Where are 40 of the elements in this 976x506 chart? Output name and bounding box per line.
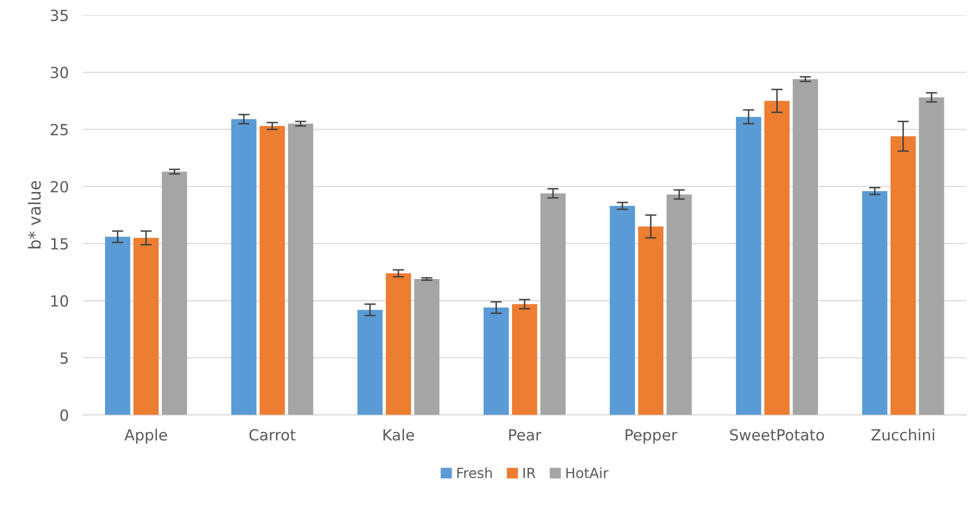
y-tick-label: 35 (50, 10, 68, 22)
y-tick-label: 0 (60, 409, 68, 421)
bar (890, 136, 916, 415)
y-tick-label: 5 (60, 352, 68, 364)
bar (792, 79, 818, 415)
bar (540, 193, 566, 415)
bar (764, 100, 790, 415)
bar (862, 191, 888, 415)
bar (512, 304, 538, 415)
bar (638, 226, 664, 415)
x-tick-label: Pear (509, 429, 542, 441)
bar (105, 236, 130, 415)
bar (288, 124, 314, 415)
bar (484, 308, 509, 415)
y-tick-label: 20 (50, 180, 68, 193)
y-axis-title: b* value (28, 181, 41, 248)
y-tick-label: 25 (50, 124, 68, 136)
bar (357, 310, 383, 415)
x-tick-label: Apple (124, 428, 167, 444)
bar (386, 273, 412, 415)
legend-label: HotAir (566, 467, 608, 478)
y-tick-label: 10 (51, 295, 68, 307)
y-tick-label: 15 (51, 238, 68, 250)
y-tick-label: 30 (50, 66, 68, 78)
bar (918, 97, 944, 415)
x-tick-label: Pepper (626, 429, 678, 444)
bar (133, 238, 159, 415)
x-tick-label: Kale (384, 428, 414, 441)
x-tick-label: Zucchini (871, 428, 934, 441)
bar (736, 116, 762, 415)
x-tick-label: SweetPotato (730, 429, 824, 441)
bar (260, 126, 285, 415)
bar (666, 194, 692, 415)
legend-label: Fresh (457, 467, 492, 478)
bar (414, 279, 440, 415)
bar (610, 206, 636, 415)
legend-label: IR (523, 468, 536, 478)
bar (231, 119, 256, 415)
bar (162, 172, 188, 415)
x-tick-label: Carrot (249, 429, 296, 441)
